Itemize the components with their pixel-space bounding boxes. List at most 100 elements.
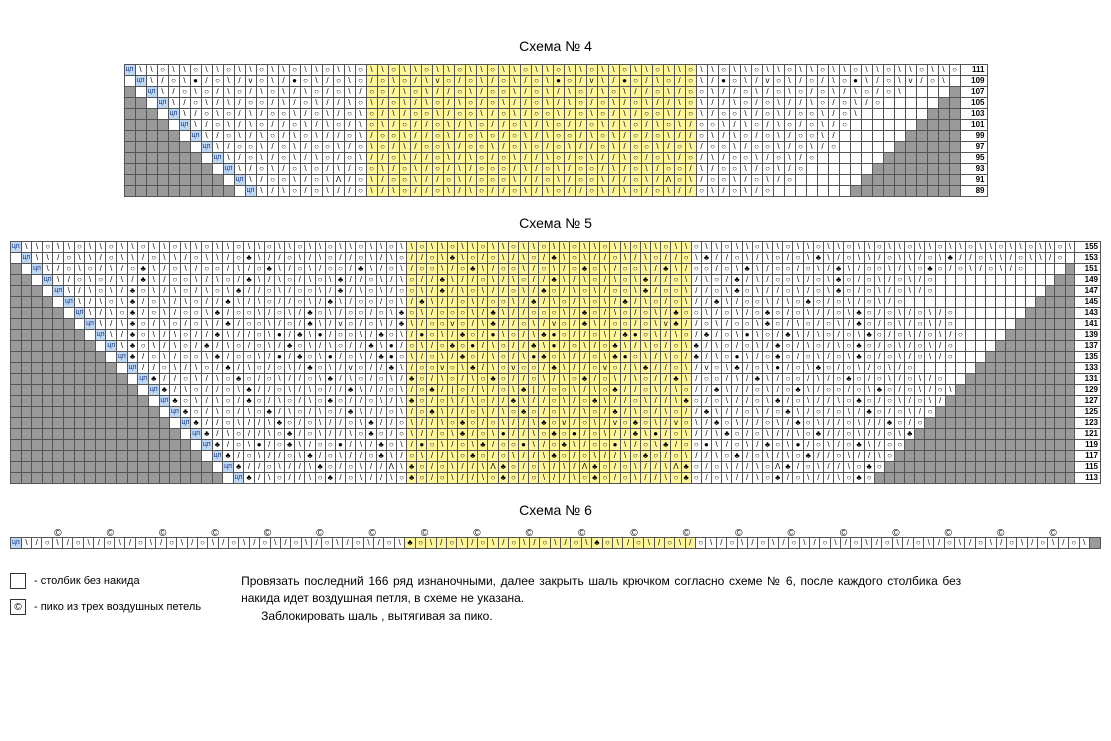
- cell: [53, 363, 64, 374]
- cell: ♣: [579, 319, 589, 330]
- cell: ○: [254, 407, 264, 418]
- cell: ●: [519, 440, 529, 451]
- cell: \: [620, 440, 630, 451]
- cell: \: [630, 65, 641, 76]
- cell: ○: [752, 385, 762, 396]
- cell: ○: [465, 76, 476, 87]
- cell: /: [539, 396, 549, 407]
- cell: ○: [803, 352, 813, 363]
- cell: /: [905, 308, 915, 319]
- cell: v: [701, 363, 711, 374]
- cell: [95, 385, 106, 396]
- cell: [85, 385, 96, 396]
- cell: \: [905, 286, 915, 297]
- cell: /: [828, 109, 839, 120]
- cell: ○: [1069, 538, 1080, 549]
- cell: [1036, 297, 1046, 308]
- cell: ○: [443, 76, 454, 87]
- cell: \: [146, 538, 156, 549]
- cell: ○: [640, 308, 650, 319]
- cell: \: [620, 451, 630, 462]
- cell: ♣: [834, 264, 844, 275]
- cell: /: [539, 297, 549, 308]
- cell: /: [935, 352, 945, 363]
- cell: \: [465, 65, 476, 76]
- cell: ○: [244, 352, 254, 363]
- cell: ○: [851, 538, 862, 549]
- cell: /: [575, 186, 586, 197]
- cell: [895, 473, 905, 484]
- cell: ○: [447, 374, 457, 385]
- cell: ○: [608, 87, 619, 98]
- cell: ♣: [519, 385, 529, 396]
- cell: ♣: [579, 374, 589, 385]
- cell: [955, 308, 965, 319]
- cell: ♣: [366, 418, 376, 429]
- cell: ○: [1006, 538, 1017, 549]
- cell: \: [600, 352, 610, 363]
- cell: \: [663, 87, 674, 98]
- cell: ○: [784, 120, 795, 131]
- cell: ●: [732, 352, 742, 363]
- cell: [1036, 451, 1046, 462]
- cell: \: [895, 429, 905, 440]
- cell: ○: [376, 374, 386, 385]
- cell: /: [784, 109, 795, 120]
- cell: [11, 253, 22, 264]
- cell: /: [377, 175, 388, 186]
- cell: [42, 418, 53, 429]
- cell: \: [394, 538, 404, 549]
- cell: /: [874, 440, 884, 451]
- cell: [861, 153, 872, 164]
- cell: /: [564, 175, 575, 186]
- cell: [1016, 341, 1026, 352]
- cell: /: [223, 352, 234, 363]
- cell: [996, 286, 1006, 297]
- cell: \: [289, 142, 300, 153]
- cell: [915, 473, 925, 484]
- cell: ○: [844, 242, 854, 253]
- cell: /: [478, 297, 488, 308]
- cell: [996, 385, 1006, 396]
- cell: ○: [916, 65, 927, 76]
- cell: /: [427, 341, 437, 352]
- cell: /: [579, 440, 589, 451]
- cell: /: [410, 131, 421, 142]
- cell: \: [53, 242, 64, 253]
- cell: \: [600, 396, 610, 407]
- cell: [148, 407, 159, 418]
- cell: [11, 297, 22, 308]
- cell: /: [447, 286, 457, 297]
- cell: \: [386, 374, 396, 385]
- cell: \: [399, 65, 410, 76]
- cell: \: [681, 286, 691, 297]
- cell: \: [396, 462, 406, 473]
- cell: /: [64, 275, 75, 286]
- cell: /: [344, 186, 355, 197]
- cell: ○: [256, 120, 267, 131]
- chart4-container: цп\\○\\○\\○\\○\\○\\○\\○\\○\\○\\○\\○\\○\\…: [10, 64, 1101, 197]
- cell: ♣: [468, 264, 478, 275]
- cell: /: [508, 352, 518, 363]
- cell: ○: [864, 319, 874, 330]
- cell: /: [803, 275, 813, 286]
- cell: \: [795, 65, 806, 76]
- cell: \: [579, 253, 589, 264]
- cell: ○: [300, 76, 311, 87]
- cell: ♣: [457, 330, 467, 341]
- cell: ♣: [803, 297, 813, 308]
- cell: [201, 473, 212, 484]
- cell: \: [148, 242, 159, 253]
- cell: ♣: [244, 473, 254, 484]
- cell: ○: [531, 142, 542, 153]
- cell: ○: [620, 286, 630, 297]
- cell: ♣: [559, 440, 569, 451]
- cell: [191, 473, 202, 484]
- cell: \: [212, 142, 223, 153]
- cell: ●: [850, 76, 861, 87]
- cell: \: [417, 341, 427, 352]
- cell: ○: [630, 396, 640, 407]
- cell: [1065, 418, 1075, 429]
- cell: [106, 407, 117, 418]
- cell: [976, 308, 986, 319]
